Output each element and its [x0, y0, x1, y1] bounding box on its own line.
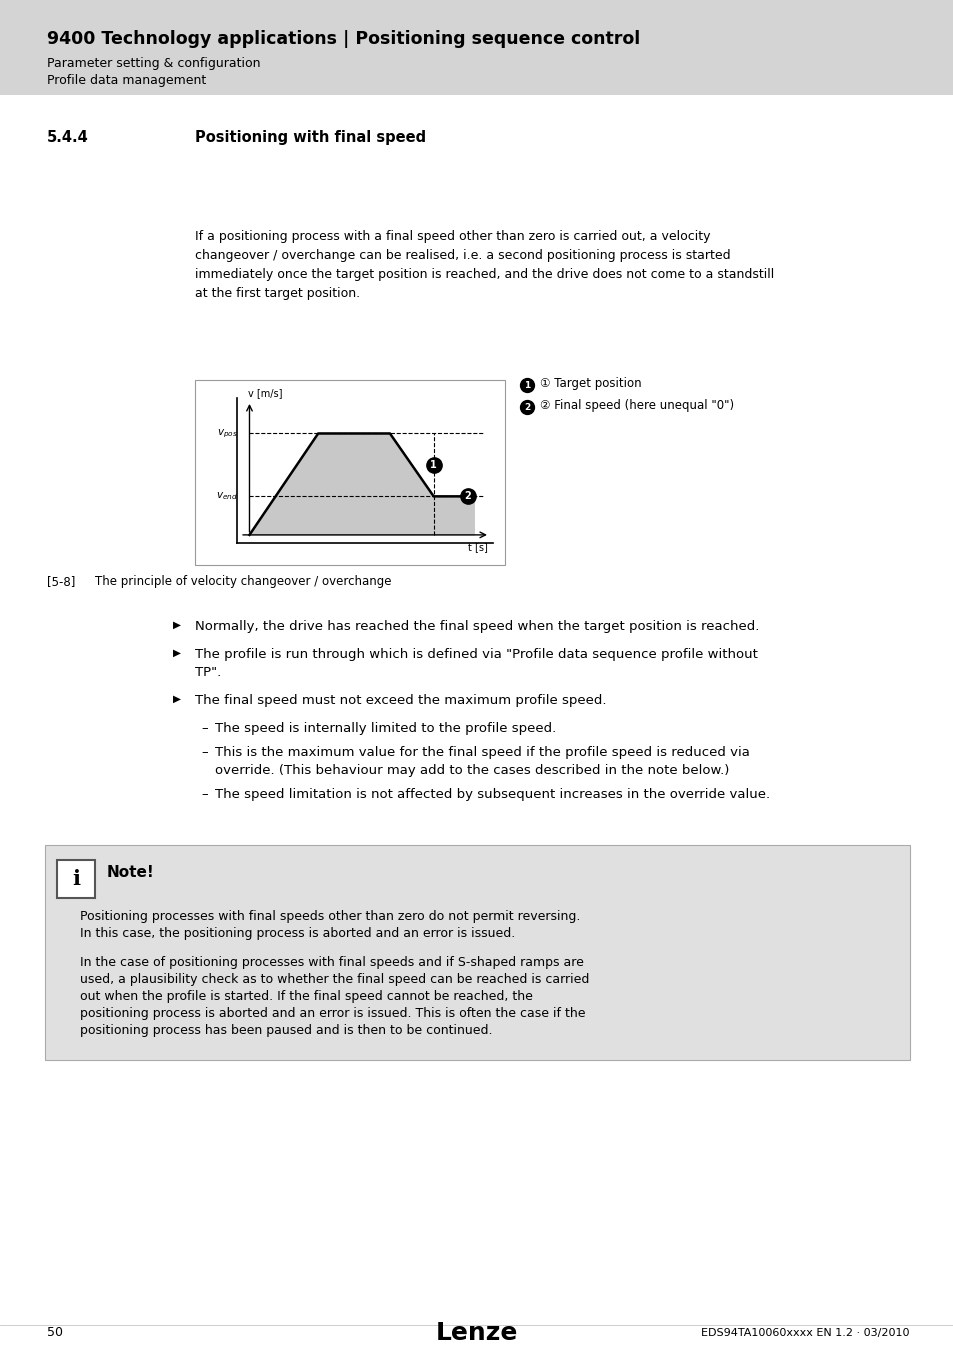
- Text: If a positioning process with a final speed other than zero is carried out, a ve: If a positioning process with a final sp…: [194, 230, 710, 243]
- Text: positioning process is aborted and an error is issued. This is often the case if: positioning process is aborted and an er…: [80, 1007, 585, 1021]
- Text: Normally, the drive has reached the final speed when the target position is reac: Normally, the drive has reached the fina…: [194, 620, 759, 633]
- Bar: [194, 379, 504, 566]
- Text: 1: 1: [430, 460, 436, 470]
- Text: The principle of velocity changeover / overchange: The principle of velocity changeover / o…: [95, 575, 391, 589]
- Text: Lenze: Lenze: [436, 1322, 517, 1345]
- Text: 1: 1: [523, 381, 530, 390]
- Text: –: –: [201, 722, 208, 734]
- Text: v [m/s]: v [m/s]: [248, 387, 282, 398]
- Text: at the first target position.: at the first target position.: [194, 288, 359, 300]
- Text: The speed limitation is not affected by subsequent increases in the override val: The speed limitation is not affected by …: [214, 788, 769, 801]
- Text: ② Final speed (here unequal "0"): ② Final speed (here unequal "0"): [539, 400, 734, 413]
- Bar: [0, 0, 953, 95]
- Bar: [45, 845, 909, 1060]
- Text: ① Target position: ① Target position: [539, 378, 641, 390]
- Text: ▶: ▶: [172, 694, 181, 703]
- Text: 9400 Technology applications | Positioning sequence control: 9400 Technology applications | Positioni…: [47, 30, 639, 49]
- Text: This is the maximum value for the final speed if the profile speed is reduced vi: This is the maximum value for the final …: [214, 747, 749, 759]
- Text: TP".: TP".: [194, 666, 221, 679]
- Text: 50: 50: [47, 1327, 63, 1339]
- Text: ▶: ▶: [172, 620, 181, 630]
- Text: used, a plausibility check as to whether the final speed can be reached is carri: used, a plausibility check as to whether…: [80, 973, 589, 985]
- Text: $v_{pos}$: $v_{pos}$: [216, 428, 237, 440]
- Text: In the case of positioning processes with final speeds and if S-shaped ramps are: In the case of positioning processes wit…: [80, 956, 583, 969]
- Text: In this case, the positioning process is aborted and an error is issued.: In this case, the positioning process is…: [80, 927, 515, 940]
- Text: 5.4.4: 5.4.4: [47, 130, 89, 144]
- Text: Positioning processes with final speeds other than zero do not permit reversing.: Positioning processes with final speeds …: [80, 910, 579, 923]
- Text: override. (This behaviour may add to the cases described in the note below.): override. (This behaviour may add to the…: [214, 764, 729, 778]
- Text: immediately once the target position is reached, and the drive does not come to : immediately once the target position is …: [194, 269, 774, 281]
- Text: EDS94TA10060xxxx EN 1.2 · 03/2010: EDS94TA10060xxxx EN 1.2 · 03/2010: [700, 1328, 909, 1338]
- Text: –: –: [201, 747, 208, 759]
- Text: –: –: [201, 788, 208, 801]
- Polygon shape: [250, 433, 474, 535]
- Text: The final speed must not exceed the maximum profile speed.: The final speed must not exceed the maxi…: [194, 694, 606, 707]
- Text: i: i: [71, 869, 80, 890]
- Text: Positioning with final speed: Positioning with final speed: [194, 130, 426, 144]
- Text: changeover / overchange can be realised, i.e. a second positioning process is st: changeover / overchange can be realised,…: [194, 248, 730, 262]
- Text: [5-8]: [5-8]: [47, 575, 75, 589]
- Text: 2: 2: [464, 491, 471, 501]
- Text: The profile is run through which is defined via "Profile data sequence profile w: The profile is run through which is defi…: [194, 648, 757, 662]
- Text: positioning process has been paused and is then to be continued.: positioning process has been paused and …: [80, 1025, 492, 1037]
- Bar: [57, 860, 95, 898]
- Text: t [s]: t [s]: [468, 541, 488, 552]
- Text: ▶: ▶: [172, 648, 181, 657]
- Text: Parameter setting & configuration: Parameter setting & configuration: [47, 57, 260, 70]
- Text: out when the profile is started. If the final speed cannot be reached, the: out when the profile is started. If the …: [80, 990, 533, 1003]
- Text: Profile data management: Profile data management: [47, 74, 206, 86]
- Text: Note!: Note!: [107, 865, 154, 880]
- Text: The speed is internally limited to the profile speed.: The speed is internally limited to the p…: [214, 722, 556, 734]
- Text: 2: 2: [523, 402, 530, 412]
- Text: $v_{end}$: $v_{end}$: [215, 490, 237, 502]
